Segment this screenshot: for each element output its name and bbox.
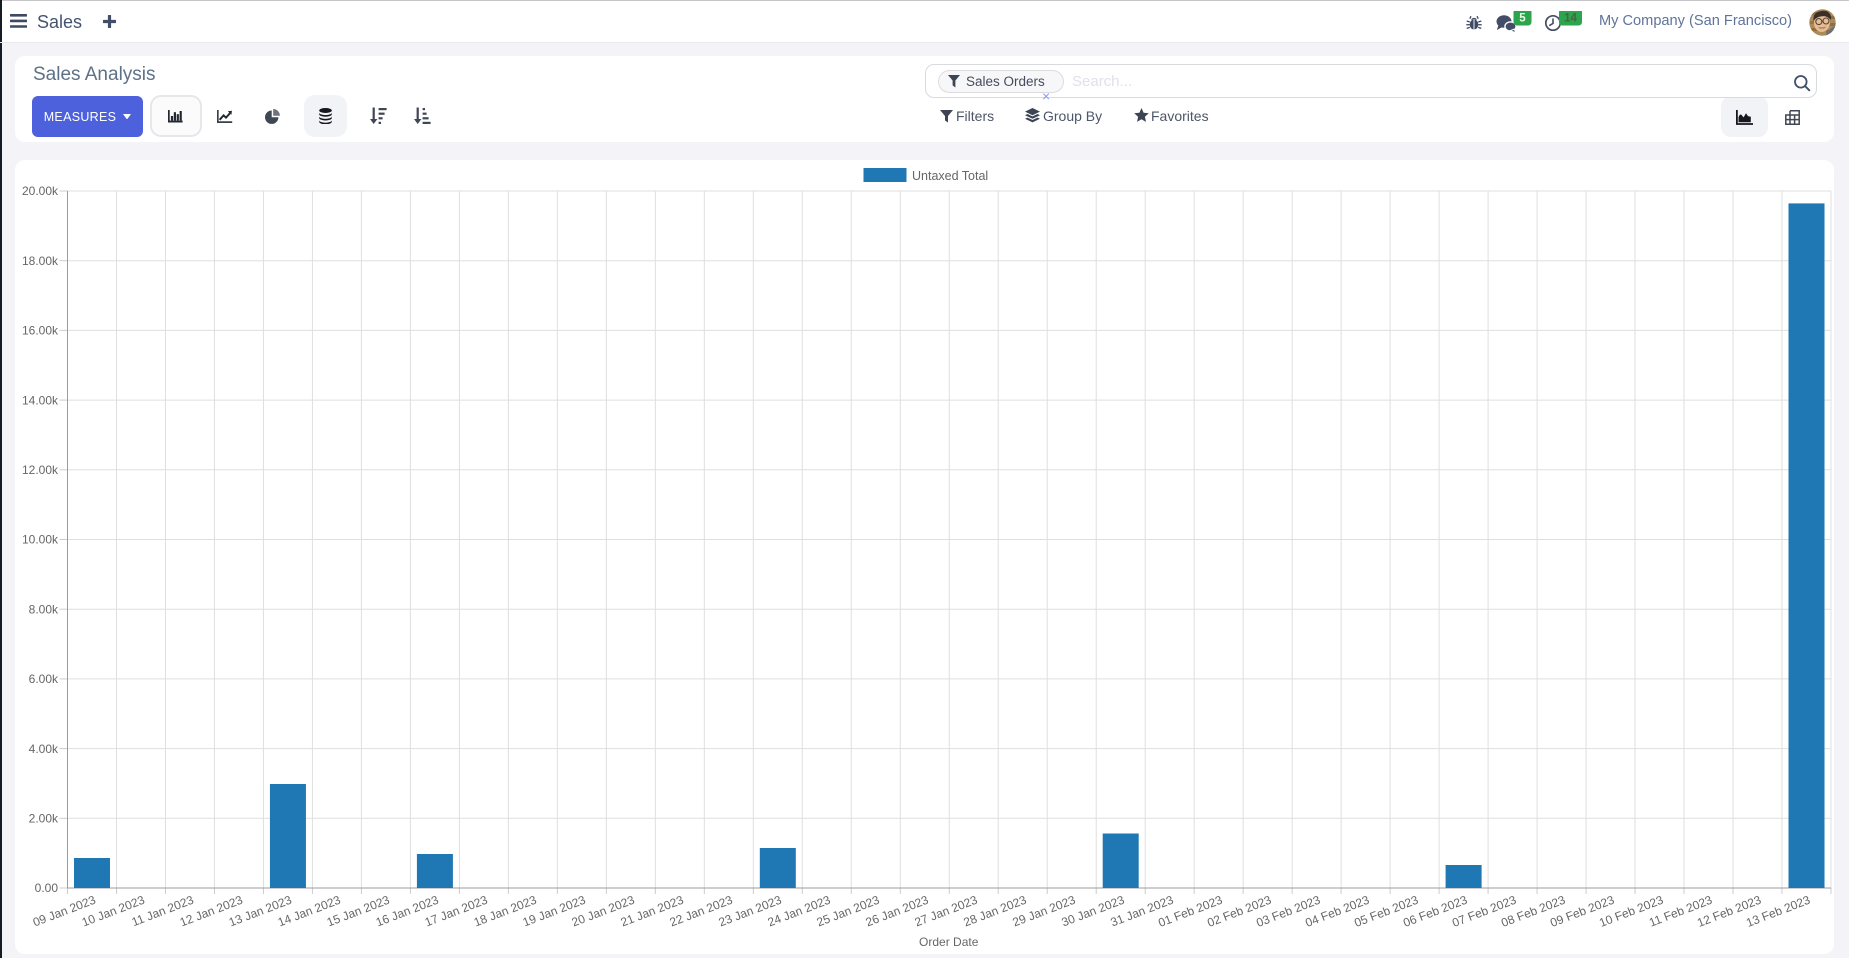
svg-text:4.00k: 4.00k — [29, 742, 59, 756]
svg-text:14.00k: 14.00k — [22, 393, 59, 407]
svg-text:8.00k: 8.00k — [29, 602, 59, 616]
svg-text:16.00k: 16.00k — [22, 324, 59, 338]
svg-text:18.00k: 18.00k — [22, 254, 59, 268]
svg-text:Untaxed Total: Untaxed Total — [912, 169, 988, 183]
svg-text:0.00: 0.00 — [35, 881, 59, 895]
svg-text:2.00k: 2.00k — [29, 812, 59, 826]
svg-text:14: 14 — [1564, 12, 1577, 24]
svg-text:6.00k: 6.00k — [29, 672, 59, 686]
svg-text:12.00k: 12.00k — [22, 463, 59, 477]
svg-text:20.00k: 20.00k — [22, 184, 59, 198]
svg-text:10.00k: 10.00k — [22, 533, 59, 547]
svg-text:Order Date: Order Date — [919, 935, 979, 949]
svg-text:5: 5 — [1519, 12, 1526, 24]
